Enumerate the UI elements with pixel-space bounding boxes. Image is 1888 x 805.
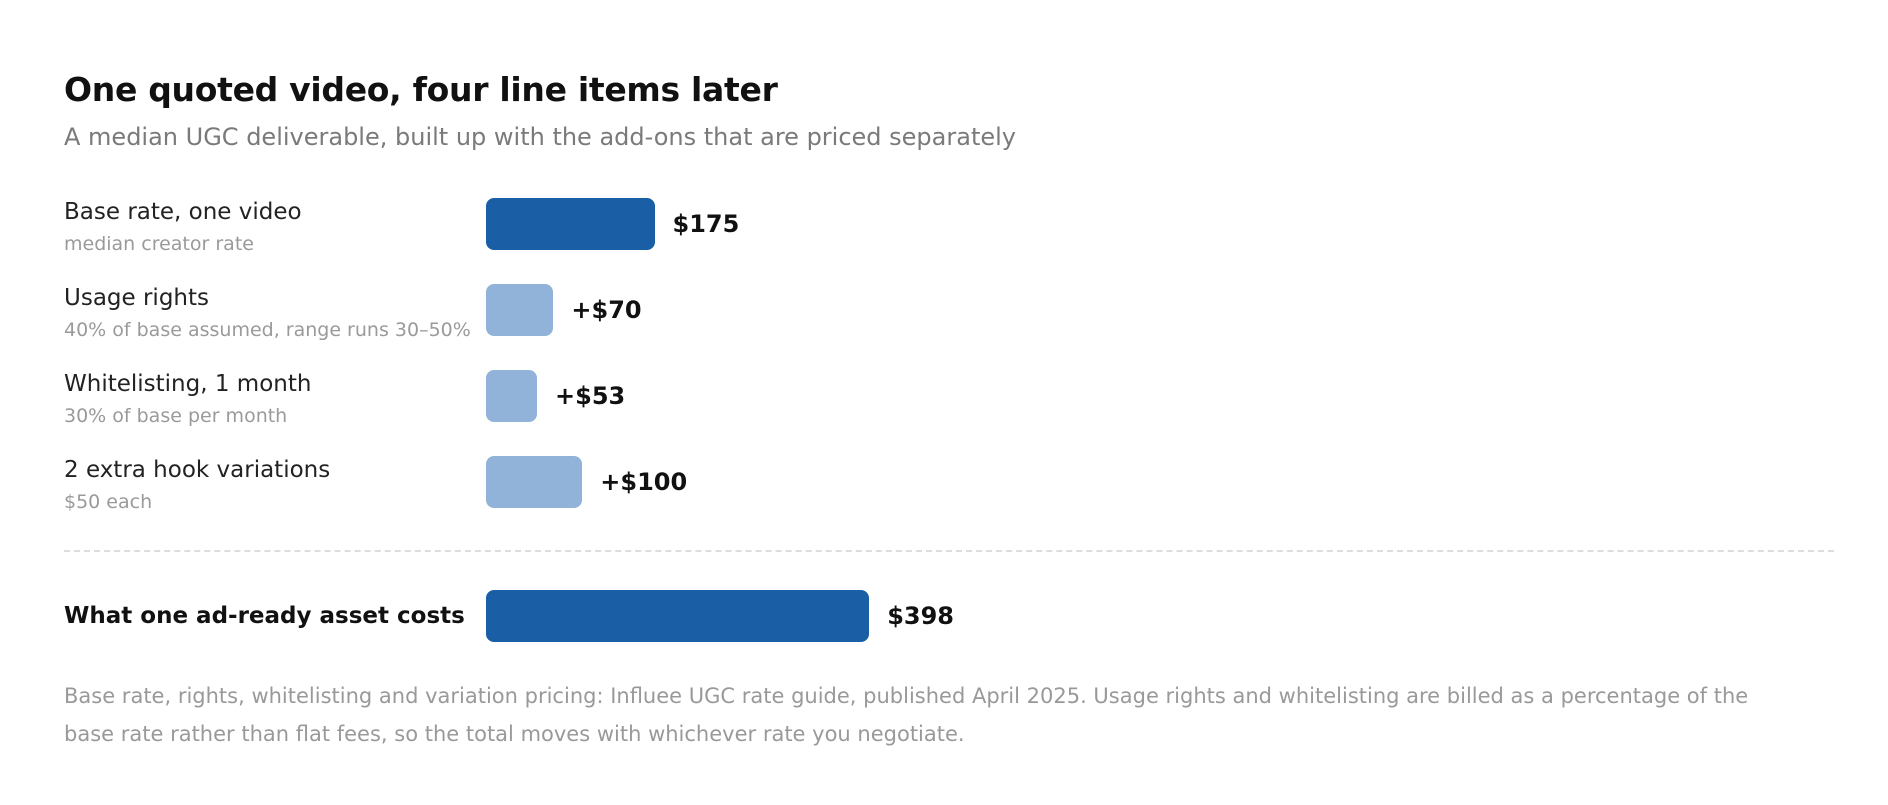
bar-value-whitelisting: +$53 — [555, 382, 626, 410]
row-label-main: Whitelisting, 1 month — [64, 371, 312, 397]
bar-whitelisting — [486, 370, 538, 422]
bar-value-total: $398 — [887, 602, 954, 630]
bar-value-base-rate: $175 — [672, 210, 740, 238]
bar-hook-variations — [486, 456, 583, 508]
bar-base-rate — [486, 198, 655, 250]
chart-container: One quoted video, four line items later … — [64, 70, 1834, 642]
row-label: 2 extra hook variations $50 each — [64, 456, 484, 515]
total-label: What one ad-ready asset costs — [64, 603, 465, 629]
bar-row-usage-rights: Usage rights 40% of base assumed, range … — [64, 284, 1834, 370]
bar-value-hook-variations: +$100 — [600, 468, 688, 496]
bar-usage-rights — [486, 284, 554, 336]
row-label-sub: 30% of base per month — [64, 405, 288, 427]
bar-row-hook-variations: 2 extra hook variations $50 each +$100 — [64, 456, 1834, 542]
divider — [64, 550, 1834, 552]
bar-row-base: Base rate, one video median creator rate… — [64, 198, 1834, 284]
footnote: Base rate, rights, whitelisting and vari… — [64, 684, 1749, 746]
row-label-sub: $50 each — [64, 491, 153, 513]
row-label-main: 2 extra hook variations — [64, 457, 331, 483]
chart-title: One quoted video, four line items later — [64, 70, 778, 109]
row-label: Usage rights 40% of base assumed, range … — [64, 284, 484, 343]
row-label-main: Base rate, one video — [64, 199, 302, 225]
row-label: Whitelisting, 1 month 30% of base per mo… — [64, 370, 484, 429]
bar-chart: Base rate, one video median creator rate… — [64, 198, 1834, 642]
row-label-sub: median creator rate — [64, 233, 254, 255]
row-label-main: Usage rights — [64, 285, 209, 311]
chart-subtitle: A median UGC deliverable, built up with … — [64, 123, 1016, 151]
bar-row-whitelisting: Whitelisting, 1 month 30% of base per mo… — [64, 370, 1834, 456]
bar-row-total: What one ad-ready asset costs $398 — [64, 590, 1834, 642]
row-label: Base rate, one video median creator rate — [64, 198, 484, 257]
row-label-sub: 40% of base assumed, range runs 30–50% — [64, 319, 471, 341]
bar-value-usage-rights: +$70 — [571, 296, 642, 324]
bar-total — [486, 590, 870, 642]
